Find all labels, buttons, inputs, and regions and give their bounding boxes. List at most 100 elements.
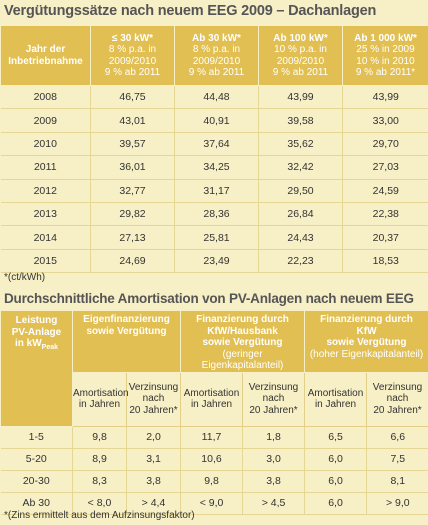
- cell-line: 2009/2010: [192, 55, 241, 67]
- cell-line: 8 % p.a. in: [108, 44, 157, 55]
- header-cell: Ab 30 kW* 8 % p.a. in 2009/2010 9 % ab 2011: [174, 25, 259, 86]
- cell: 43,01: [90, 108, 175, 133]
- cell-line: KfW: [356, 325, 377, 337]
- title: Durchschnittliche Amortisation von PV-An…: [4, 291, 414, 306]
- group-header: Finanzierung durch KfW sowie Vergütung (hoh…: [304, 310, 428, 373]
- cell-line: Amortisation: [73, 387, 129, 399]
- cell-line: 8 % p.a. in: [192, 44, 241, 55]
- cell: 5-20: [0, 448, 73, 471]
- cell-line: 10 % in 2010: [356, 55, 415, 67]
- cell: 2012: [0, 179, 91, 203]
- header-cell: Jahr der Inbetriebnahme: [0, 25, 91, 86]
- cell: 6,5: [304, 426, 367, 449]
- cell-line: in kWPeak: [1, 338, 72, 354]
- data-row: 2008 46,75 44,48 43,99 43,99: [0, 85, 428, 110]
- cell: 43,99: [342, 85, 428, 110]
- cell-line: Finanzierung durch: [320, 314, 413, 325]
- cell: 34,25: [174, 155, 259, 180]
- cell: 37,64: [174, 132, 259, 157]
- cell: 2013: [0, 202, 91, 227]
- cell: > 9,0: [366, 492, 428, 515]
- cell: 25,81: [174, 225, 259, 250]
- group-header: Finanzierung durch KfW/Hausbank sowie Verg…: [180, 310, 306, 373]
- cell: 11,7: [180, 426, 243, 449]
- cell: 6,6: [366, 426, 428, 449]
- cell-line: 20 Jahren*: [373, 404, 422, 416]
- rates-table: Jahr der Inbetriebnahme ≤ 30 kW* 8 % p.a. i…: [0, 25, 428, 274]
- cell: 1-5: [0, 426, 73, 449]
- subheader: Amortisation in Jahren: [72, 371, 129, 427]
- cell: 2014: [0, 225, 91, 250]
- cell: 2015: [0, 249, 91, 274]
- data-row: 1-5 9,8 2,0 11,7 1,8 6,5 6,6: [0, 426, 428, 449]
- data-row: 2013 29,82 28,36 26,84 22,38: [0, 202, 428, 227]
- cell-line: in Jahren: [190, 399, 233, 410]
- cell: 3,8: [242, 470, 305, 493]
- cell-line: (hoher Eigenkapitalanteil): [309, 348, 424, 360]
- cell-line: 2009/2010: [108, 55, 157, 67]
- cell: 7,5: [366, 448, 428, 471]
- cell: 9,8: [180, 470, 243, 493]
- cell: 32,77: [90, 179, 175, 203]
- data-row: 2012 32,77 31,17 29,50 24,59: [0, 179, 428, 203]
- data-row: 2010 39,57 37,64 35,62 29,70: [0, 132, 428, 157]
- cell-line: in Jahren: [78, 399, 121, 410]
- cell: 22,38: [342, 202, 428, 227]
- subheader: Verzinsung nach 20 Jahren*: [242, 371, 306, 427]
- cell: < 9,0: [180, 492, 243, 515]
- cell: 29,82: [90, 202, 175, 227]
- cell-line: Verzinsung: [372, 381, 423, 393]
- subheader: Amortisation in Jahren: [180, 371, 244, 427]
- cell: 8,3: [72, 470, 127, 493]
- cell: 20-30: [0, 470, 73, 493]
- header-cell: Ab 100 kW* 10 % p.a. in 2009/2010 9 % ab 20…: [258, 25, 343, 86]
- data-row: Ab 30 < 8,0 > 4,4 < 9,0 > 4,5 6,0 > 9,0: [0, 492, 428, 515]
- unit: in kW: [14, 338, 42, 349]
- cell-line: sowie Vergütung: [326, 337, 407, 348]
- cell-line: (geringer Eigenkapitalanteil): [201, 348, 284, 372]
- cell: 2008: [0, 85, 91, 110]
- unit-sub: Peak: [41, 344, 59, 351]
- cell: 10,6: [180, 448, 243, 471]
- cell: < 8,0: [72, 492, 127, 515]
- cell: 3,8: [125, 470, 181, 493]
- cell-line: ≤ 30 kW*: [111, 32, 154, 44]
- cell-line: 9 % ab 2011: [104, 67, 161, 78]
- cell-line: 9 % ab 2011: [188, 67, 245, 78]
- cell-line: Verzinsung: [128, 381, 179, 393]
- cell-line: Leistung: [15, 315, 58, 326]
- cell: 33,00: [342, 108, 428, 133]
- cell: 46,75: [90, 85, 175, 110]
- cell: 18,53: [342, 249, 428, 274]
- cell: Ab 30: [0, 492, 73, 515]
- data-row: 20-30 8,3 3,8 9,8 3,8 6,0 8,1: [0, 470, 428, 493]
- subheader: Verzinsung nach 20 Jahren*: [125, 371, 182, 427]
- cell-line: 9 % ab 2011*: [355, 67, 416, 78]
- header-row: Jahr der Inbetriebnahme ≤ 30 kW* 8 % p.a. i…: [0, 25, 428, 86]
- cell: 36,01: [90, 155, 175, 180]
- cell: 27,13: [90, 225, 175, 250]
- cell-line: KfW/Hausbank: [207, 325, 278, 337]
- cell-line: 25 % in 2009: [356, 44, 415, 55]
- title: Vergütungssätze nach neuem EEG 2009 – Da…: [4, 3, 377, 19]
- cell-line: Ab 30 kW*: [192, 32, 241, 44]
- cell-line: nach: [386, 393, 409, 405]
- note: *(ct/kWh): [4, 272, 46, 283]
- cell: 1,8: [242, 426, 305, 449]
- cell-line: Ab 100 kW*: [273, 32, 328, 44]
- header-cell: ≤ 30 kW* 8 % p.a. in 2009/2010 9 % ab 2011: [90, 25, 175, 86]
- cell-line: 20 Jahren*: [129, 404, 178, 416]
- cell: 39,57: [90, 132, 175, 157]
- cell: 3,1: [125, 448, 181, 471]
- cell-line: 20 Jahren*: [249, 404, 298, 416]
- cell: 2009: [0, 108, 91, 133]
- header-cell: Leistung PV-Anlage in kWPeak: [0, 310, 73, 427]
- cell: 6,0: [304, 448, 367, 471]
- cell: 6,0: [304, 470, 367, 493]
- cell: 8,9: [72, 448, 127, 471]
- cell: 27,03: [342, 155, 428, 180]
- cell: 9,8: [72, 426, 127, 449]
- cell: 39,58: [258, 108, 343, 133]
- cell: 2,0: [125, 426, 181, 449]
